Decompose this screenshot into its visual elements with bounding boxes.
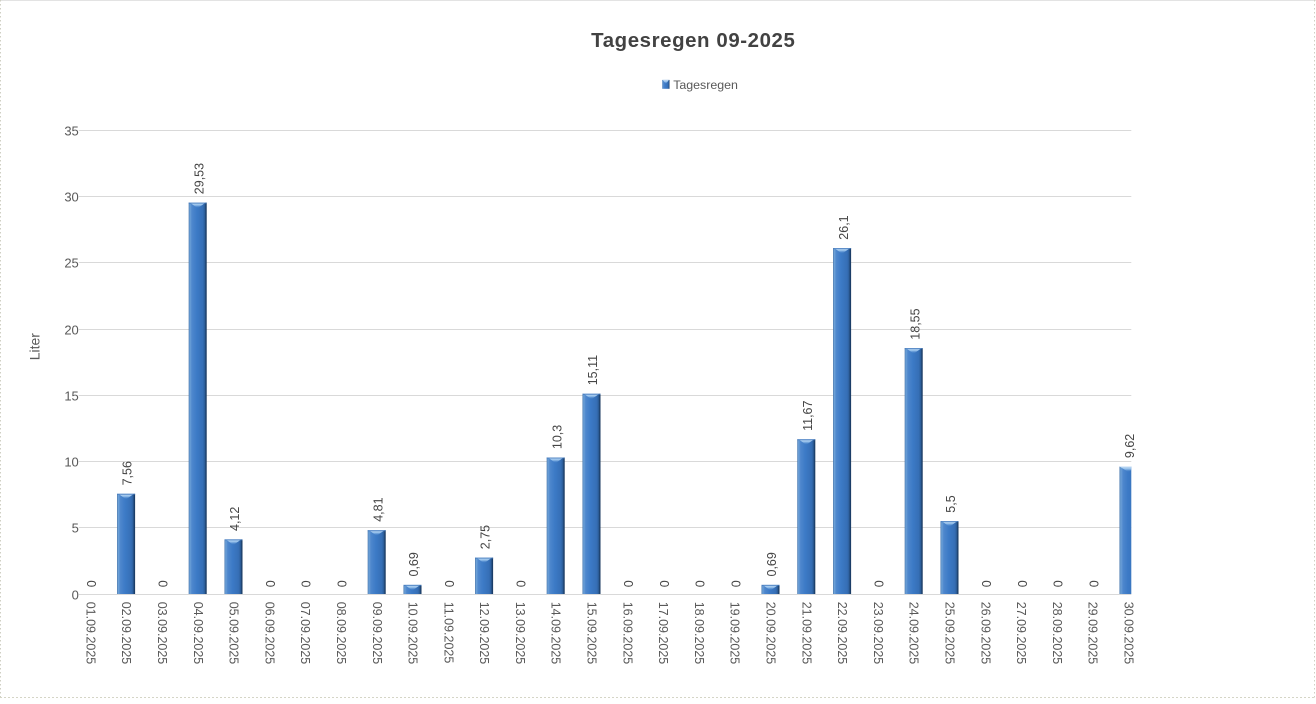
svg-text:0: 0: [873, 580, 887, 587]
svg-text:26.09.2025: 26.09.2025: [978, 602, 992, 665]
svg-text:4,81: 4,81: [371, 497, 385, 521]
svg-text:27.09.2025: 27.09.2025: [1014, 602, 1028, 665]
svg-text:0: 0: [72, 587, 79, 602]
svg-text:5: 5: [72, 520, 79, 535]
svg-text:25: 25: [64, 255, 78, 270]
svg-text:0: 0: [622, 580, 636, 587]
svg-text:Tagesregen 09-2025: Tagesregen 09-2025: [591, 30, 795, 52]
svg-text:0: 0: [980, 580, 994, 587]
svg-text:16.09.2025: 16.09.2025: [620, 602, 634, 665]
svg-text:26,1: 26,1: [837, 215, 851, 239]
svg-text:14.09.2025: 14.09.2025: [549, 602, 563, 665]
svg-text:0,69: 0,69: [765, 552, 779, 576]
svg-text:30: 30: [64, 189, 78, 204]
svg-text:18.09.2025: 18.09.2025: [692, 602, 706, 665]
svg-text:0: 0: [1087, 580, 1101, 587]
svg-text:0: 0: [85, 580, 99, 587]
svg-text:07.09.2025: 07.09.2025: [298, 602, 312, 665]
svg-text:25.09.2025: 25.09.2025: [943, 602, 957, 665]
svg-text:0: 0: [515, 580, 529, 587]
svg-text:20.09.2025: 20.09.2025: [764, 602, 778, 665]
svg-text:06.09.2025: 06.09.2025: [262, 602, 276, 665]
svg-text:15.09.2025: 15.09.2025: [585, 602, 599, 665]
svg-text:7,56: 7,56: [121, 461, 135, 485]
svg-text:11.09.2025: 11.09.2025: [441, 602, 455, 664]
svg-text:15: 15: [64, 388, 78, 403]
svg-text:03.09.2025: 03.09.2025: [155, 602, 169, 665]
svg-text:10: 10: [64, 454, 78, 469]
svg-text:22.09.2025: 22.09.2025: [835, 602, 849, 665]
svg-text:04.09.2025: 04.09.2025: [191, 602, 205, 665]
svg-text:13.09.2025: 13.09.2025: [513, 602, 527, 665]
svg-text:2,75: 2,75: [479, 525, 493, 549]
svg-text:0: 0: [1016, 580, 1030, 587]
svg-text:9,62: 9,62: [1123, 434, 1137, 458]
svg-text:10,3: 10,3: [550, 425, 564, 449]
svg-text:0,69: 0,69: [407, 552, 421, 576]
svg-text:11,67: 11,67: [801, 400, 815, 430]
svg-text:0: 0: [1052, 580, 1066, 587]
svg-text:02.09.2025: 02.09.2025: [119, 602, 133, 665]
svg-text:17.09.2025: 17.09.2025: [656, 602, 670, 665]
svg-text:0: 0: [658, 580, 672, 587]
svg-text:Tagesregen: Tagesregen: [673, 78, 738, 92]
svg-text:10.09.2025: 10.09.2025: [406, 602, 420, 665]
svg-text:01.09.2025: 01.09.2025: [83, 602, 97, 665]
svg-text:0: 0: [694, 580, 708, 587]
svg-text:21.09.2025: 21.09.2025: [799, 602, 813, 665]
svg-text:29,53: 29,53: [192, 163, 206, 194]
svg-text:30.09.2025: 30.09.2025: [1122, 602, 1136, 665]
svg-text:08.09.2025: 08.09.2025: [334, 602, 348, 665]
svg-text:24.09.2025: 24.09.2025: [907, 602, 921, 665]
svg-text:29.09.2025: 29.09.2025: [1086, 602, 1100, 665]
svg-text:0: 0: [264, 580, 278, 587]
svg-text:5,5: 5,5: [944, 495, 958, 512]
svg-text:0: 0: [300, 580, 314, 587]
svg-text:0: 0: [729, 580, 743, 587]
svg-text:09.09.2025: 09.09.2025: [370, 602, 384, 665]
svg-text:05.09.2025: 05.09.2025: [227, 602, 241, 665]
svg-text:28.09.2025: 28.09.2025: [1050, 602, 1064, 665]
svg-text:23.09.2025: 23.09.2025: [871, 602, 885, 665]
svg-text:4,12: 4,12: [228, 507, 242, 531]
svg-text:18,55: 18,55: [908, 308, 922, 339]
svg-text:20: 20: [64, 322, 78, 337]
svg-text:35: 35: [64, 123, 78, 138]
svg-text:0: 0: [157, 580, 171, 587]
svg-text:0: 0: [443, 580, 457, 587]
svg-text:15,11: 15,11: [586, 355, 600, 385]
svg-text:19.09.2025: 19.09.2025: [728, 602, 742, 665]
svg-text:Liter: Liter: [26, 333, 42, 361]
svg-text:12.09.2025: 12.09.2025: [477, 602, 491, 665]
svg-text:0: 0: [336, 580, 350, 587]
